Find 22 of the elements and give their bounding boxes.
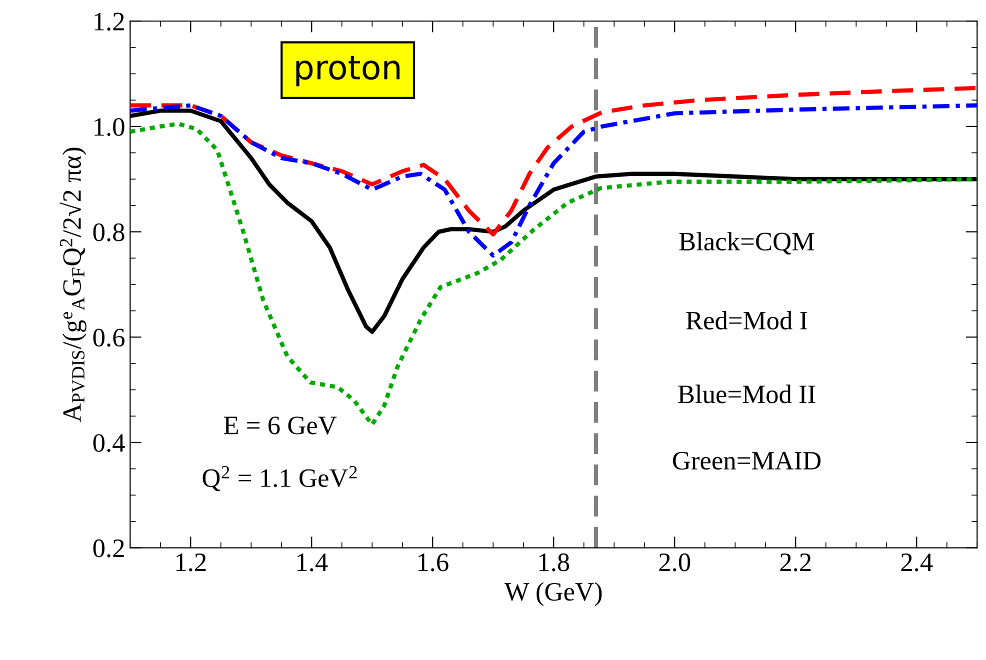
- x-axis-title: W (GeV): [504, 582, 602, 606]
- y-tick-label: 1.2: [94, 12, 124, 31]
- annotation: Red=Mod I: [686, 310, 808, 330]
- x-tick-label: 1.4: [297, 554, 328, 572]
- y-tick-label: 0.6: [93, 328, 125, 347]
- text: A$_{PVDIS}$/(g$^{e}$$_{A}$G$_{F}$Q$^{2}$/2√2 πα): [60, 148, 86, 422]
- annotation: proton: [296, 56, 400, 86]
- x-tick-label: 1.2: [176, 554, 206, 572]
- annotation: Q$^{2}$ = 1.1 GeV$^{2}$: [202, 466, 357, 492]
- y-tick-label: 0.8: [93, 223, 124, 242]
- annotation: E = 6 GeV: [224, 416, 337, 434]
- x-tick-label: 2.2: [780, 554, 811, 572]
- y-tick-label: 0.4: [93, 434, 125, 452]
- annotation: Black=CQM: [679, 232, 814, 255]
- annotation: Blue=Mod II: [678, 384, 816, 404]
- y-tick-label: 0.2: [93, 539, 124, 558]
- x-tick-label: 2.0: [659, 553, 690, 572]
- x-tick-label: 1.8: [539, 553, 570, 572]
- x-tick-label: 2.4: [901, 554, 933, 572]
- y-tick-label: 1.0: [94, 118, 124, 136]
- x-tick-label: 1.6: [418, 554, 448, 572]
- annotation: Green=MAID: [672, 452, 821, 470]
